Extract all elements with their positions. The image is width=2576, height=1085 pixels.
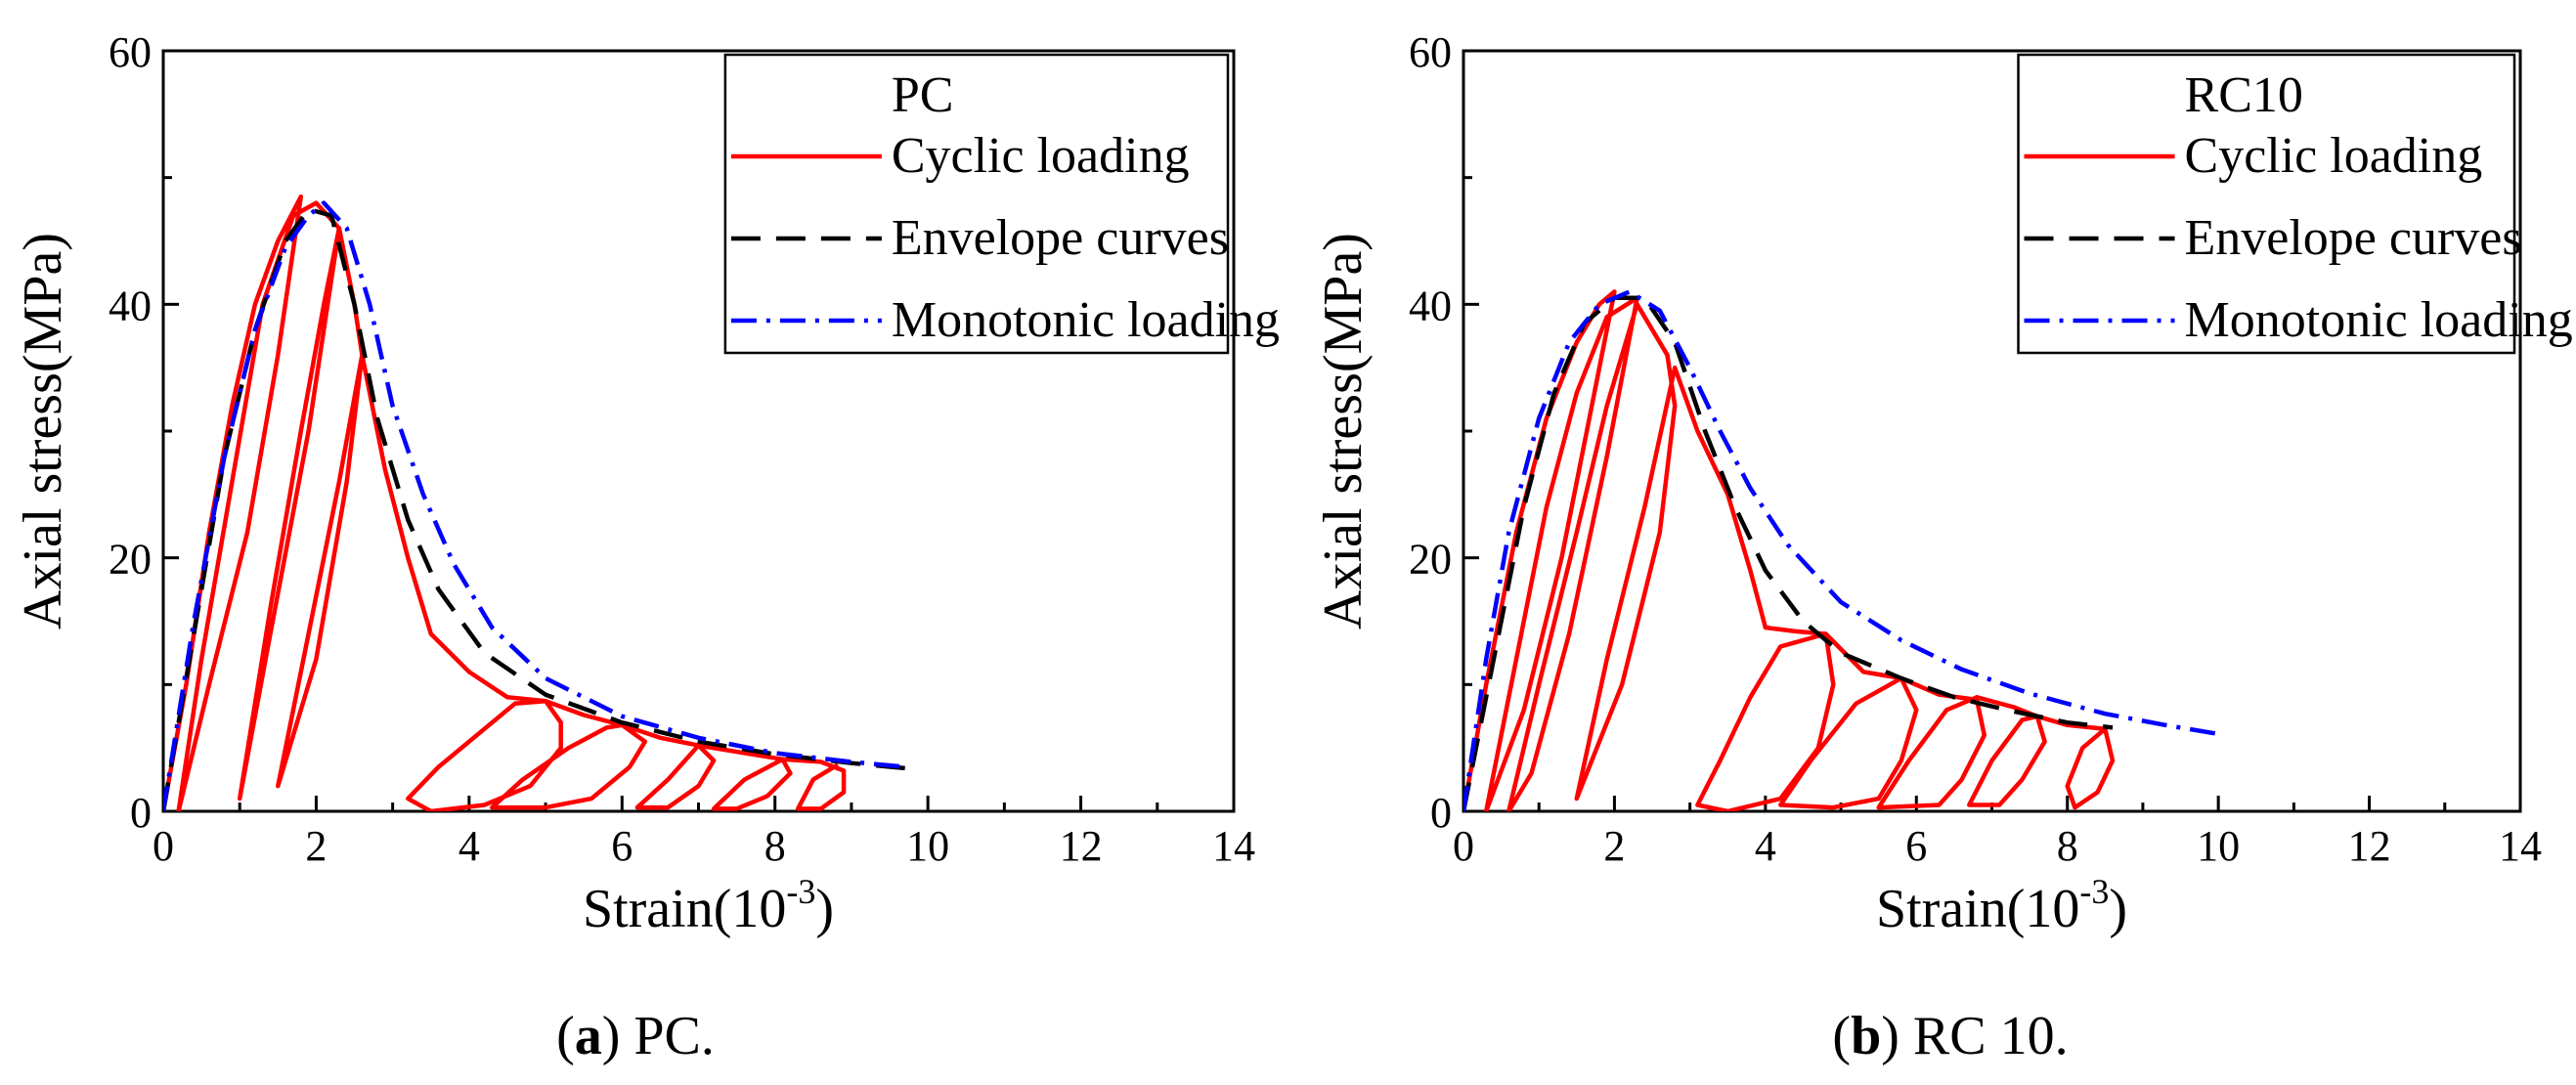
x-axis-label-text: Strain(10 [583,879,786,939]
x-axis-label-text: Strain(10 [1876,879,2079,939]
legend-label-cyclic-loading: Cyclic loading [892,128,1190,184]
legend-label-envelope-curves: Envelope curves [2185,210,2522,266]
legend-box [723,53,1230,355]
series-cyclic-loading [1463,289,2116,811]
cycle-loop-2 [1506,295,1639,811]
cycle-loop-2 [237,226,342,802]
x-tick-label: 0 [1453,822,1474,870]
panel-a-chart: 0 2 4 6 8 10 12 14 0 20 40 60 Strain(10-3) Axial stre… [13,28,1280,1066]
plot-area [1463,289,2219,811]
cycle-loop-8 [2034,714,2116,810]
x-tick-label: 2 [305,822,327,870]
panel-b-chart: 0 2 4 6 8 10 12 14 0 20 40 60 Strain(10-3) Axial stre… [1313,28,2573,1066]
y-tick-label: 40 [1409,282,1452,329]
x-axis-label: Strain(10-3) [583,872,834,939]
x-axis-label-close: ) [2109,879,2127,939]
series-envelope-curves [1463,295,2114,811]
x-tick-label: 12 [2348,822,2391,870]
legend-label-monotonic-loading: Monotonic loading [892,292,1280,348]
cycle-loop-7 [696,743,793,811]
caption-open: ( [1832,1006,1851,1066]
series-monotonic-loading [1463,289,2219,811]
monotonic-loading-line [163,200,905,811]
caption-text: ) PC. [602,1006,715,1066]
cycle-loop-3 [1574,302,1678,802]
y-tick-label: 20 [109,536,152,584]
caption-open: ( [556,1006,575,1066]
x-tick-label: 2 [1603,822,1625,870]
x-axis-label-close: ) [815,879,834,939]
envelope-curves-line [1463,295,2114,811]
cycle-loop-6 [620,722,717,810]
series-monotonic-loading [163,200,905,811]
x-tick-label: 14 [1212,822,1255,870]
cycle-loop-4 [360,352,563,811]
y-tick-label: 60 [1409,28,1452,76]
x-tick-label: 0 [153,822,174,870]
envelope-curves-line [163,206,905,811]
cycle-loop-8 [780,757,847,811]
legend-label-monotonic-loading: Monotonic loading [2185,292,2573,348]
monotonic-loading-line [1463,289,2219,811]
panel-caption: (b) RC 10. [1832,1006,2068,1066]
cycle-loop-5 [1778,631,1919,810]
y-tick-label: 0 [130,789,152,837]
x-tick-label: 6 [611,822,633,870]
x-tick-label: 4 [458,822,480,870]
cycle-loop-4 [1672,365,1836,811]
y-tick-label: 0 [1430,789,1452,837]
cycle-loop-1 [1463,289,1639,811]
x-tick-label: 6 [1905,822,1927,870]
legend-label-envelope-curves: Envelope curves [892,210,1229,266]
legend-title: RC10 [2185,67,2303,123]
x-tick-label: 12 [1060,822,1103,870]
caption-letter: b [1851,1006,1881,1066]
x-tick-label: 10 [2197,822,2240,870]
x-axis-label-superscript: -3 [786,872,815,911]
panel-caption: (a) PC. [556,1006,715,1066]
x-axis-label: Strain(10-3) [1876,872,2127,939]
legend-label-cyclic-loading: Cyclic loading [2185,128,2483,184]
cycle-loop-6 [1876,675,1987,810]
y-axis-label: Axial stress(MPa) [1313,233,1374,629]
y-tick-label: 60 [109,28,152,76]
x-tick-label: 14 [2499,822,2542,870]
y-axis-label: Axial stress(MPa) [13,233,73,629]
cycle-loop-5 [490,698,648,810]
x-axis-label-superscript: -3 [2079,872,2109,911]
legend-box [2017,53,2516,355]
x-tick-label: 4 [1755,822,1776,870]
caption-text: ) RC 10. [1881,1006,2068,1066]
legend-title: PC [892,67,954,123]
caption-letter: a [575,1006,602,1066]
cycle-loop-3 [276,226,365,789]
x-tick-label: 8 [2057,822,2078,870]
x-tick-label: 8 [764,822,786,870]
series-envelope-curves [163,206,905,811]
y-tick-label: 20 [1409,536,1452,584]
y-tick-label: 40 [109,282,152,329]
plot-area [163,194,905,811]
x-tick-label: 10 [906,822,949,870]
